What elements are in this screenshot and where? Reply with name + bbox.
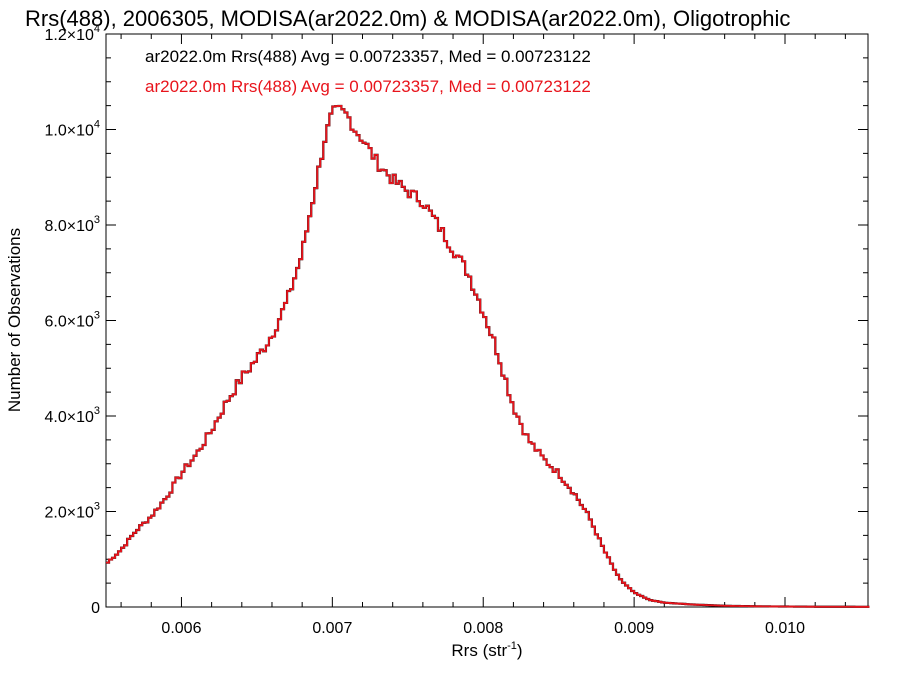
y-tick-mantissa: 1.2×10 — [44, 27, 93, 44]
x-tick-label: 0.007 — [312, 620, 352, 637]
x-axis-label-main: Rrs (str — [451, 641, 507, 660]
y-tick-label: 2.0×103 — [44, 501, 100, 522]
legend-entry-black: ar2022.0m Rrs(488) Avg = 0.00723357, Med… — [145, 47, 591, 66]
x-axis-label: Rrs (str-1) — [451, 640, 522, 660]
y-tick-exponent: 4 — [94, 23, 100, 35]
y-tick-exponent: 3 — [94, 405, 100, 417]
y-tick-exponent: 3 — [94, 310, 100, 322]
y-tick-label: 4.0×103 — [44, 405, 100, 426]
y-tick-exponent: 3 — [94, 214, 100, 226]
y-axis-label: Number of Observations — [5, 228, 24, 412]
plot-area: 0.006 0.007 0.008 0.009 0.01002.0×1034.0×103… — [44, 23, 870, 637]
x-axis-label-close: ) — [517, 641, 523, 660]
x-tick-label: 0.006 — [161, 620, 201, 637]
legend-entry-red: ar2022.0m Rrs(488) Avg = 0.00723357, Med… — [145, 77, 591, 96]
histogram-series-red — [106, 105, 870, 608]
y-tick-label: 1.0×104 — [44, 119, 100, 140]
x-tick-label: 0.009 — [614, 620, 654, 637]
y-tick-label: 6.0×103 — [44, 310, 100, 331]
y-tick-exponent: 3 — [94, 501, 100, 513]
y-tick-label: 8.0×103 — [44, 214, 100, 235]
y-tick-mantissa: 6.0×10 — [44, 314, 93, 331]
y-tick-mantissa: 2.0×10 — [44, 505, 93, 522]
y-tick-mantissa: 8.0×10 — [44, 218, 93, 235]
y-tick-mantissa: 0 — [91, 600, 100, 617]
y-tick-mantissa: 4.0×10 — [44, 409, 93, 426]
x-tick-label: 0.008 — [463, 620, 503, 637]
y-tick-exponent: 4 — [94, 119, 100, 131]
y-tick-label: 1.2×104 — [44, 23, 100, 44]
y-tick-label: 0 — [91, 600, 100, 617]
y-tick-mantissa: 1.0×10 — [44, 123, 93, 140]
histogram-series-black — [106, 104, 870, 608]
chart-title: Rrs(488), 2006305, MODISA(ar2022.0m) & M… — [25, 6, 790, 31]
x-tick-label: 0.010 — [765, 620, 805, 637]
x-axis-label-sup: -1 — [507, 640, 517, 652]
